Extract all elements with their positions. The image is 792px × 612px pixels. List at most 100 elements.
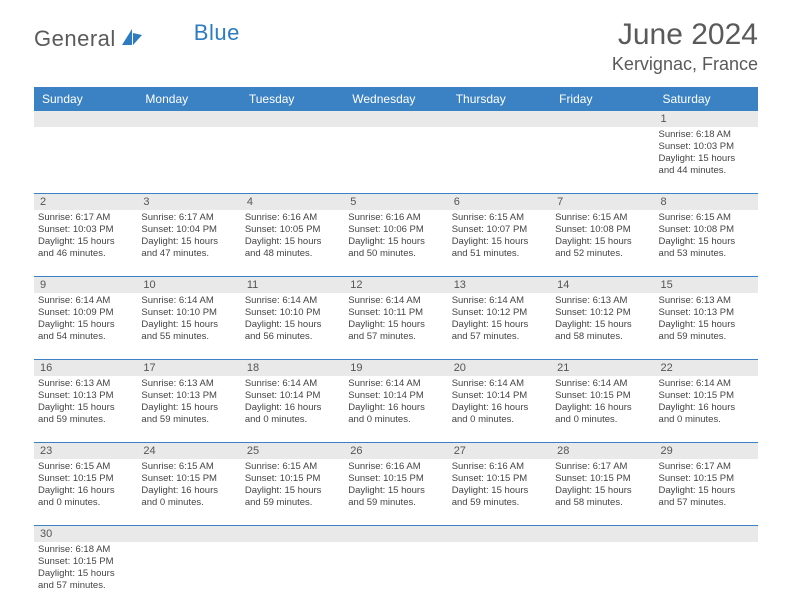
day1-text: Daylight: 15 hours <box>245 236 340 248</box>
day1-text: Daylight: 15 hours <box>38 568 133 580</box>
day-header: Friday <box>551 87 654 111</box>
sunrise-text: Sunrise: 6:15 AM <box>555 212 650 224</box>
sunset-text: Sunset: 10:14 PM <box>245 390 340 402</box>
day-cell: Sunrise: 6:13 AMSunset: 10:13 PMDaylight… <box>655 293 758 359</box>
day2-text: and 50 minutes. <box>348 248 443 260</box>
day-number: 12 <box>344 277 447 293</box>
day-number: 8 <box>655 194 758 210</box>
sunset-text: Sunset: 10:15 PM <box>555 473 650 485</box>
day-header: Monday <box>137 87 240 111</box>
sunset-text: Sunset: 10:08 PM <box>555 224 650 236</box>
day-number: 13 <box>448 277 551 293</box>
day2-text: and 46 minutes. <box>38 248 133 260</box>
day2-text: and 59 minutes. <box>348 497 443 509</box>
sunrise-text: Sunrise: 6:16 AM <box>348 461 443 473</box>
day-cell: Sunrise: 6:13 AMSunset: 10:12 PMDaylight… <box>551 293 654 359</box>
sunset-text: Sunset: 10:12 PM <box>452 307 547 319</box>
sunrise-text: Sunrise: 6:14 AM <box>555 378 650 390</box>
day-number: 24 <box>137 443 240 459</box>
day1-text: Daylight: 16 hours <box>141 485 236 497</box>
day-number: 7 <box>551 194 654 210</box>
sunrise-text: Sunrise: 6:15 AM <box>452 212 547 224</box>
day-cell <box>448 542 551 608</box>
day-number <box>551 111 654 127</box>
day-cell: Sunrise: 6:15 AMSunset: 10:15 PMDaylight… <box>137 459 240 525</box>
day-number: 23 <box>34 443 137 459</box>
day1-text: Daylight: 15 hours <box>659 236 754 248</box>
sail-icon <box>120 27 144 52</box>
day-cell: Sunrise: 6:14 AMSunset: 10:11 PMDaylight… <box>344 293 447 359</box>
day-cell: Sunrise: 6:15 AMSunset: 10:08 PMDaylight… <box>655 210 758 276</box>
day2-text: and 0 minutes. <box>452 414 547 426</box>
day-cell: Sunrise: 6:16 AMSunset: 10:15 PMDaylight… <box>448 459 551 525</box>
day-cell: Sunrise: 6:15 AMSunset: 10:08 PMDaylight… <box>551 210 654 276</box>
day-number-row: 16171819202122 <box>34 360 758 376</box>
day-cell: Sunrise: 6:17 AMSunset: 10:15 PMDaylight… <box>551 459 654 525</box>
day-cell: Sunrise: 6:13 AMSunset: 10:13 PMDaylight… <box>34 376 137 442</box>
day2-text: and 57 minutes. <box>659 497 754 509</box>
sunrise-text: Sunrise: 6:16 AM <box>245 212 340 224</box>
day-number <box>448 111 551 127</box>
day-cell <box>551 542 654 608</box>
sunrise-text: Sunrise: 6:15 AM <box>141 461 236 473</box>
title-block: June 2024 Kervignac, France <box>612 18 758 75</box>
day-cell: Sunrise: 6:14 AMSunset: 10:10 PMDaylight… <box>137 293 240 359</box>
day-number: 1 <box>655 111 758 127</box>
day-number: 9 <box>34 277 137 293</box>
sunrise-text: Sunrise: 6:14 AM <box>659 378 754 390</box>
day-cell: Sunrise: 6:15 AMSunset: 10:15 PMDaylight… <box>34 459 137 525</box>
day-number <box>344 526 447 542</box>
day2-text: and 52 minutes. <box>555 248 650 260</box>
day1-text: Daylight: 15 hours <box>348 319 443 331</box>
day2-text: and 0 minutes. <box>38 497 133 509</box>
sunset-text: Sunset: 10:14 PM <box>452 390 547 402</box>
day1-text: Daylight: 16 hours <box>38 485 133 497</box>
day-number: 29 <box>655 443 758 459</box>
day-number <box>448 526 551 542</box>
sunrise-text: Sunrise: 6:14 AM <box>348 295 443 307</box>
day-number: 4 <box>241 194 344 210</box>
day-number-row: 9101112131415 <box>34 277 758 293</box>
day-cell: Sunrise: 6:15 AMSunset: 10:15 PMDaylight… <box>241 459 344 525</box>
day-number: 27 <box>448 443 551 459</box>
sunrise-text: Sunrise: 6:14 AM <box>141 295 236 307</box>
day2-text: and 51 minutes. <box>452 248 547 260</box>
day1-text: Daylight: 15 hours <box>141 402 236 414</box>
sunrise-text: Sunrise: 6:13 AM <box>555 295 650 307</box>
day-cell: Sunrise: 6:18 AMSunset: 10:03 PMDaylight… <box>655 127 758 193</box>
sunrise-text: Sunrise: 6:17 AM <box>555 461 650 473</box>
day-number <box>34 111 137 127</box>
day2-text: and 55 minutes. <box>141 331 236 343</box>
sunset-text: Sunset: 10:08 PM <box>659 224 754 236</box>
day-cell: Sunrise: 6:14 AMSunset: 10:12 PMDaylight… <box>448 293 551 359</box>
day-number: 6 <box>448 194 551 210</box>
sunrise-text: Sunrise: 6:13 AM <box>659 295 754 307</box>
day-number-row: 23242526272829 <box>34 443 758 459</box>
day1-text: Daylight: 15 hours <box>555 236 650 248</box>
sunset-text: Sunset: 10:15 PM <box>245 473 340 485</box>
day2-text: and 56 minutes. <box>245 331 340 343</box>
day1-text: Daylight: 15 hours <box>38 236 133 248</box>
sunrise-text: Sunrise: 6:16 AM <box>348 212 443 224</box>
day-number: 18 <box>241 360 344 376</box>
day-cell: Sunrise: 6:16 AMSunset: 10:06 PMDaylight… <box>344 210 447 276</box>
day-cell: Sunrise: 6:17 AMSunset: 10:04 PMDaylight… <box>137 210 240 276</box>
sunrise-text: Sunrise: 6:16 AM <box>452 461 547 473</box>
day1-text: Daylight: 16 hours <box>659 402 754 414</box>
day1-text: Daylight: 15 hours <box>659 485 754 497</box>
day-cell: Sunrise: 6:14 AMSunset: 10:14 PMDaylight… <box>448 376 551 442</box>
sunset-text: Sunset: 10:15 PM <box>38 473 133 485</box>
day-number: 2 <box>34 194 137 210</box>
day-cell: Sunrise: 6:13 AMSunset: 10:13 PMDaylight… <box>137 376 240 442</box>
day-header: Tuesday <box>241 87 344 111</box>
day-number: 30 <box>34 526 137 542</box>
day2-text: and 54 minutes. <box>38 331 133 343</box>
day2-text: and 58 minutes. <box>555 497 650 509</box>
sunset-text: Sunset: 10:15 PM <box>555 390 650 402</box>
sunset-text: Sunset: 10:15 PM <box>38 556 133 568</box>
sunrise-text: Sunrise: 6:14 AM <box>348 378 443 390</box>
day-number <box>655 526 758 542</box>
day-number: 26 <box>344 443 447 459</box>
day1-text: Daylight: 15 hours <box>38 402 133 414</box>
sunset-text: Sunset: 10:15 PM <box>452 473 547 485</box>
